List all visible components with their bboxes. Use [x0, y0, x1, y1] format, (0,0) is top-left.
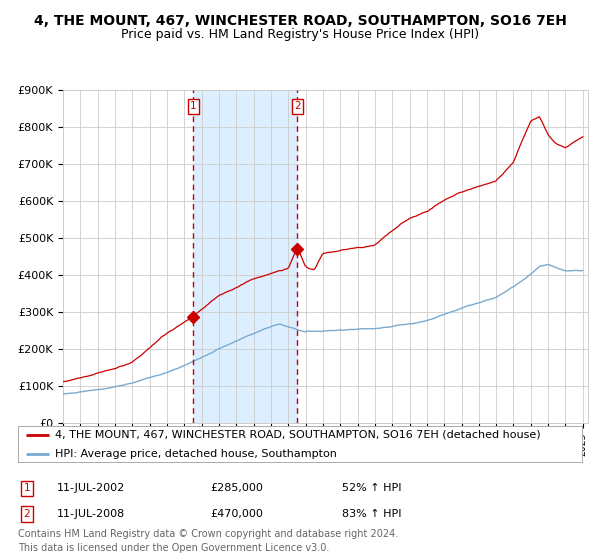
Text: 4, THE MOUNT, 467, WINCHESTER ROAD, SOUTHAMPTON, SO16 7EH: 4, THE MOUNT, 467, WINCHESTER ROAD, SOUT… [34, 14, 566, 28]
Text: 11-JUL-2002: 11-JUL-2002 [57, 483, 125, 493]
Text: This data is licensed under the Open Government Licence v3.0.: This data is licensed under the Open Gov… [18, 543, 329, 553]
Text: 1: 1 [190, 101, 197, 111]
Text: 2: 2 [294, 101, 301, 111]
Text: £470,000: £470,000 [210, 509, 263, 519]
Text: HPI: Average price, detached house, Southampton: HPI: Average price, detached house, Sout… [55, 449, 337, 459]
Text: Price paid vs. HM Land Registry's House Price Index (HPI): Price paid vs. HM Land Registry's House … [121, 28, 479, 41]
Text: Contains HM Land Registry data © Crown copyright and database right 2024.: Contains HM Land Registry data © Crown c… [18, 529, 398, 539]
Text: 2: 2 [23, 509, 31, 519]
Text: 4, THE MOUNT, 467, WINCHESTER ROAD, SOUTHAMPTON, SO16 7EH (detached house): 4, THE MOUNT, 467, WINCHESTER ROAD, SOUT… [55, 430, 540, 440]
Text: 52% ↑ HPI: 52% ↑ HPI [342, 483, 401, 493]
Text: 83% ↑ HPI: 83% ↑ HPI [342, 509, 401, 519]
Text: 11-JUL-2008: 11-JUL-2008 [57, 509, 125, 519]
Bar [193, 90, 298, 423]
Text: £285,000: £285,000 [210, 483, 263, 493]
Text: 1: 1 [23, 483, 31, 493]
